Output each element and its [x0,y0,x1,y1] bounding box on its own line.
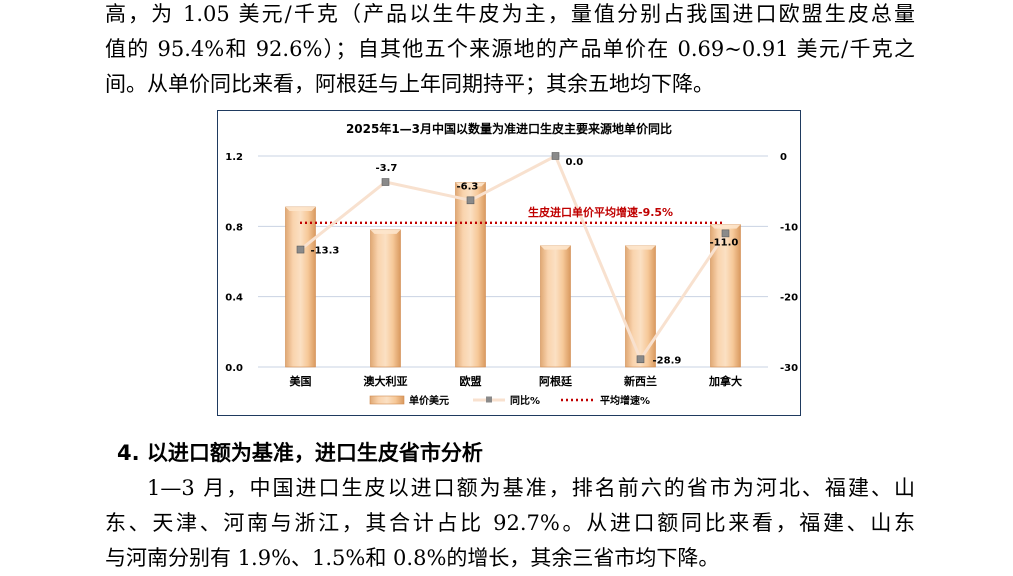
section-heading: 4. 以进口额为基准，进口生皮省市分析 [117,441,483,465]
yoy-data-label: 0.0 [566,157,584,168]
legend-label: 平均增速% [600,394,650,407]
right-axis-tick-label: -20 [780,293,798,304]
legend-swatch-marker [486,396,492,403]
yoy-point [296,245,305,254]
bar [625,245,656,368]
left-axis-tick-label: 1.2 [225,152,243,163]
left-axis-tick-label: 0.0 [225,363,243,374]
category-label: 阿根廷 [539,374,573,388]
bar-top-bevel [370,229,401,234]
category-label: 新西兰 [624,374,657,388]
paragraph-line: 与河南分别有 1.9%、1.5%和 0.8%的增长，其余三省市均下降。 [105,546,720,570]
bar-top-bevel [625,245,656,250]
yoy-line [299,153,727,363]
paragraph-line: 值的 95.4%和 92.6%）；自其他五个来源地的产品单价在 0.69~0.9… [105,37,915,61]
unit-price-chart: 2025年1—3月中国以数量为准进口生皮主要来源地单价同比 0.0 0.4 0.8 1… [225,121,798,407]
paragraph-line: 1—3 月，中国进口生皮以进口额为基准，排名前六的省市为河北、福建、山 [147,476,915,500]
category-label: 美国 [290,374,312,388]
right-axis-tick-label: 0 [780,152,787,163]
yoy-point [466,196,475,205]
category-label: 欧盟 [460,374,482,388]
paragraph-bottom: 1—3 月，中国进口生皮以进口额为基准，排名前六的省市为河北、福建、山 东、天津… [105,471,915,576]
bar-top-bevel [455,182,486,187]
legend-label: 单价美元 [409,394,449,407]
bar [370,229,401,368]
paragraph-line: 高，为 1.05 美元/千克（产品以生牛皮为主，量值分别占我国进口欧盟生皮总量 [105,2,915,26]
chart-title: 2025年1—3月中国以数量为准进口生皮主要来源地单价同比 [346,121,672,136]
category-label: 澳大利亚 [364,374,408,388]
right-axis-tick-label: -30 [780,363,798,374]
yoy-data-label: -6.3 [457,181,479,192]
legend-label: 同比% [510,394,540,407]
bar [285,206,316,368]
category-label: 加拿大 [708,374,742,388]
yoy-data-label: -13.3 [311,246,340,257]
yoy-data-label: -11.0 [710,237,739,248]
right-axis-tick-label: -10 [780,222,798,233]
paragraph-line: 东、天津、河南与浙江，其合计占比 92.7%。从进口额同比来看，福建、山东 [105,511,915,535]
bar [455,182,486,368]
left-axis-tick-label: 0.8 [225,222,243,233]
chart-frame: 2025年1—3月中国以数量为准进口生皮主要来源地单价同比 0.0 0.4 0.8 1… [217,110,801,416]
paragraph-top: 高，为 1.05 美元/千克（产品以生牛皮为主，量值分别占我国进口欧盟生皮总量 … [105,0,915,102]
paragraph-line: 间。从单价同比来看，阿根廷与上年同期持平；其余五地均下降。 [105,72,714,96]
yoy-point [381,178,390,186]
bar-top-bevel [710,224,741,229]
yoy-data-label: -3.7 [376,163,398,174]
bar-top-bevel [285,206,316,211]
average-annotation: 生皮进口单价平均增速-9.5% [528,205,673,219]
bar [540,245,571,368]
legend-swatch-bar [369,395,405,405]
yoy-point [551,152,560,160]
left-axis-tick-label: 0.4 [225,293,243,304]
yoy-data-label: -28.9 [653,355,682,366]
bar-top-bevel [540,245,571,250]
yoy-point [636,355,645,364]
yoy-point [721,229,730,238]
